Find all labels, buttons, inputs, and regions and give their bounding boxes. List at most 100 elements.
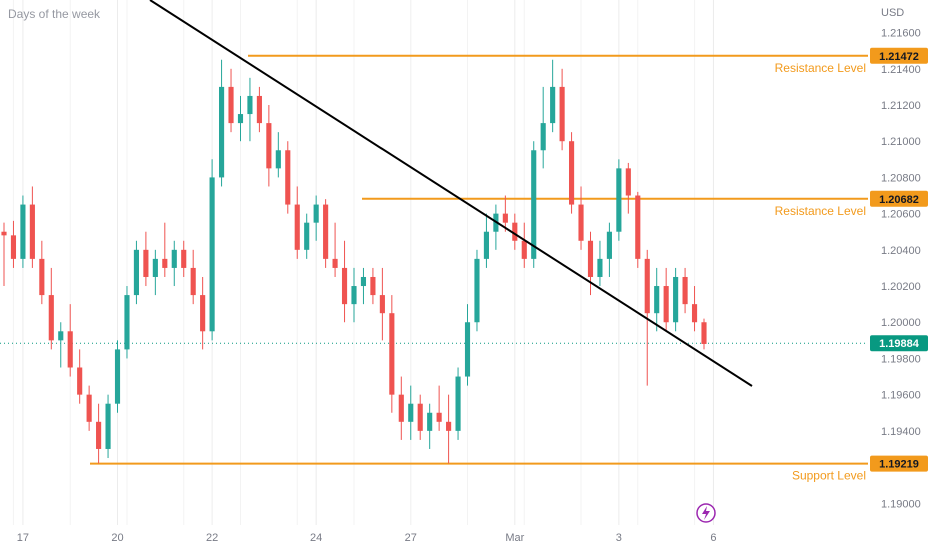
x-tick-label: 20 bbox=[111, 532, 123, 544]
candle-body[interactable] bbox=[464, 322, 471, 377]
y-tick-label: 1.21200 bbox=[881, 100, 921, 112]
level-name: Support Level bbox=[792, 469, 866, 483]
candle-body[interactable] bbox=[58, 331, 64, 341]
candle-body[interactable] bbox=[691, 304, 698, 323]
y-tick-label: 1.21600 bbox=[881, 28, 921, 40]
level-price-badge bbox=[870, 47, 928, 64]
candle-body[interactable] bbox=[209, 177, 215, 332]
candle-body[interactable] bbox=[360, 276, 367, 287]
lightning-icon[interactable] bbox=[696, 503, 716, 523]
candle-body[interactable] bbox=[256, 95, 262, 124]
level-price-badge bbox=[870, 190, 928, 207]
candle-body[interactable] bbox=[616, 168, 622, 232]
candle-body[interactable] bbox=[332, 258, 338, 268]
x-tick-label: 3 bbox=[616, 532, 622, 544]
candle-body[interactable] bbox=[540, 123, 546, 151]
candle-body[interactable] bbox=[237, 114, 244, 124]
candle-body[interactable] bbox=[10, 235, 17, 259]
y-tick-label: 1.20000 bbox=[881, 317, 921, 329]
candle-body[interactable] bbox=[181, 249, 187, 268]
candle-body[interactable] bbox=[701, 322, 707, 344]
candle-body[interactable] bbox=[625, 168, 631, 196]
level-price-badge bbox=[870, 455, 928, 472]
current-price-badge bbox=[870, 335, 928, 352]
candle-body[interactable] bbox=[663, 286, 669, 323]
candle-body[interactable] bbox=[162, 258, 168, 268]
candle-body[interactable] bbox=[597, 258, 603, 277]
y-tick-label: 1.19400 bbox=[881, 426, 921, 438]
candle-body[interactable] bbox=[67, 331, 73, 368]
candle-body[interactable] bbox=[171, 249, 177, 268]
candle-body[interactable] bbox=[143, 249, 149, 277]
x-tick-label: 6 bbox=[710, 532, 716, 544]
y-tick-label: 1.20200 bbox=[881, 281, 921, 293]
trendline bbox=[149, 0, 753, 387]
candle-body[interactable] bbox=[521, 240, 527, 259]
candle-body[interactable] bbox=[379, 295, 385, 314]
candle-body[interactable] bbox=[313, 204, 319, 223]
candle-body[interactable] bbox=[578, 204, 584, 241]
candle-body[interactable] bbox=[644, 258, 650, 314]
x-tick-label: 17 bbox=[17, 532, 29, 544]
candle-body[interactable] bbox=[502, 213, 508, 223]
candle-body[interactable] bbox=[417, 403, 423, 431]
candle-body[interactable] bbox=[682, 276, 688, 305]
candle-body[interactable] bbox=[341, 267, 348, 305]
overlays: Days of the week bbox=[8, 7, 716, 523]
y-tick-label: 1.20600 bbox=[881, 209, 921, 221]
candle-body[interactable] bbox=[228, 86, 234, 124]
candle-body[interactable] bbox=[200, 295, 206, 332]
candle-body[interactable] bbox=[20, 204, 26, 259]
candle-body[interactable] bbox=[105, 403, 111, 449]
candle-body[interactable] bbox=[559, 86, 565, 142]
level-price-text: 1.20682 bbox=[879, 194, 919, 206]
candle-body[interactable] bbox=[48, 295, 54, 341]
candle-body[interactable] bbox=[133, 249, 139, 296]
candle-body[interactable] bbox=[512, 222, 518, 241]
candle-body[interactable] bbox=[114, 349, 121, 404]
candle-body[interactable] bbox=[285, 150, 291, 205]
candle-body[interactable] bbox=[474, 258, 480, 323]
candle-body[interactable] bbox=[294, 204, 300, 250]
candle-body[interactable] bbox=[29, 204, 35, 259]
level-price-text: 1.19219 bbox=[879, 459, 919, 471]
candle-body[interactable] bbox=[389, 313, 395, 395]
candle-body[interactable] bbox=[455, 376, 461, 431]
candle-body[interactable] bbox=[275, 150, 281, 169]
candle-body[interactable] bbox=[323, 204, 329, 259]
candle-body[interactable] bbox=[86, 394, 92, 422]
candle-body[interactable] bbox=[152, 258, 158, 277]
candle-body[interactable] bbox=[398, 394, 404, 422]
candle-body[interactable] bbox=[1, 231, 7, 236]
candle-body[interactable] bbox=[190, 267, 196, 296]
candle-body[interactable] bbox=[606, 231, 612, 259]
y-tick-label: 1.20400 bbox=[881, 245, 921, 257]
candle-body[interactable] bbox=[247, 95, 253, 115]
candle-body[interactable] bbox=[531, 150, 537, 259]
level-name: Resistance Level bbox=[775, 204, 866, 218]
y-tick-label: 1.20800 bbox=[881, 172, 921, 184]
candle-body[interactable] bbox=[124, 295, 130, 350]
candle-body[interactable] bbox=[550, 86, 556, 124]
candle-body[interactable] bbox=[351, 286, 357, 305]
candle-body[interactable] bbox=[569, 141, 575, 205]
candle-body[interactable] bbox=[654, 286, 660, 314]
candle-body[interactable] bbox=[266, 123, 272, 169]
candle-body[interactable] bbox=[408, 403, 414, 422]
candle-body[interactable] bbox=[370, 276, 376, 296]
candle-body[interactable] bbox=[304, 222, 310, 250]
candle-body[interactable] bbox=[77, 367, 83, 395]
x-tick-label: 27 bbox=[405, 532, 417, 544]
candle-body[interactable] bbox=[436, 412, 442, 422]
candle-body[interactable] bbox=[96, 421, 102, 449]
candle-body[interactable] bbox=[673, 276, 679, 323]
candle-body[interactable] bbox=[219, 86, 225, 178]
candle-body[interactable] bbox=[635, 195, 641, 259]
candle-body[interactable] bbox=[483, 231, 489, 259]
candle-body[interactable] bbox=[427, 412, 433, 431]
candle-body[interactable] bbox=[587, 240, 594, 277]
candle-body[interactable] bbox=[446, 421, 452, 431]
candle-body[interactable] bbox=[39, 258, 45, 296]
